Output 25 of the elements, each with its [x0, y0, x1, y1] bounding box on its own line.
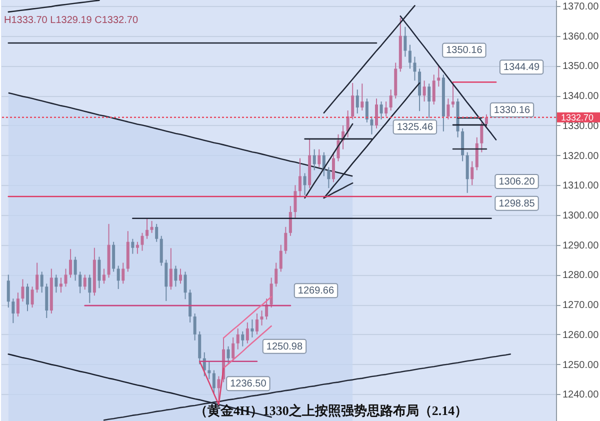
y-tick-label: 1250.00	[562, 360, 600, 371]
series-label: 1250.98	[266, 341, 303, 352]
text: 1325.46	[396, 122, 434, 133]
series-label: 1269.66	[298, 286, 334, 297]
y-tick-label: 1330.00	[562, 120, 600, 132]
series-label: 1306.20	[498, 176, 536, 188]
series-label: 1298.85	[498, 198, 536, 210]
y-tick-label: 1320.00	[562, 150, 600, 162]
y-tick-label: 1350.00	[562, 61, 600, 72]
y-tick-label: 1370.00	[562, 1, 600, 12]
y-tick-label: 1300.00	[562, 210, 600, 222]
y-tick-label: 1340.00	[562, 91, 600, 102]
text: 1350.16	[446, 45, 482, 56]
series-label: 1330.16	[494, 104, 530, 116]
y-tick-label: 1270.00	[562, 300, 600, 312]
text: 1236.50	[230, 378, 266, 390]
ref-line-label: 1332.70	[561, 112, 594, 122]
y-tick-label: 1240.00	[562, 390, 600, 401]
y-tick-label: 1260.00	[562, 330, 600, 341]
annotation: H1333.70 L1329.19 C1332.70	[4, 15, 138, 26]
y-tick-label: 1310.00	[562, 180, 600, 192]
y-tick-label: 1360.00	[562, 31, 600, 42]
series-label: 1344.49	[503, 62, 540, 74]
y-tick-label: 1290.00	[562, 240, 600, 252]
y-tick-label: 1280.00	[562, 270, 600, 282]
